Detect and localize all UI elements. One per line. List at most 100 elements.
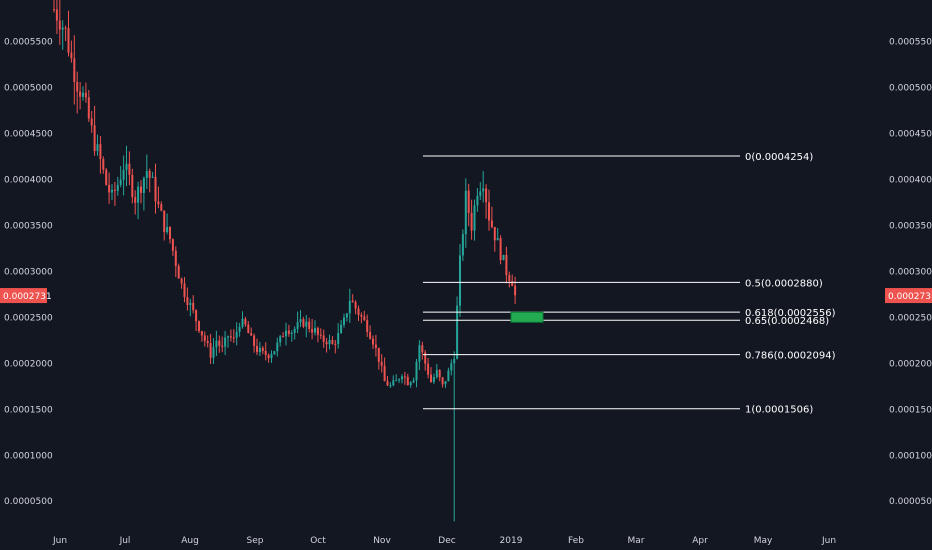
last-price-label: 0.0002731	[888, 292, 932, 302]
candle-body	[276, 342, 279, 352]
candle-body	[398, 379, 401, 381]
candle-body	[267, 354, 270, 359]
candle-body	[322, 335, 325, 342]
candle-body	[328, 340, 331, 345]
candle-body	[505, 255, 508, 276]
candle-body	[279, 336, 282, 343]
candle-body	[421, 345, 424, 353]
candle-body	[134, 197, 137, 203]
candle-body	[488, 202, 490, 221]
y-tick-label: 0.0002000	[4, 359, 53, 369]
candle-body	[380, 361, 383, 366]
candle-body	[64, 27, 67, 29]
candle-body	[502, 255, 505, 261]
candle-body	[53, 9, 55, 11]
candle-body	[122, 169, 125, 180]
y-tick-label: 0.0004000	[889, 175, 932, 185]
candle-body	[151, 176, 154, 178]
y-tick-label: 0.0001000	[4, 451, 53, 461]
candle-body	[227, 336, 229, 338]
candle-body	[395, 380, 398, 382]
x-tick-label: Jun	[52, 536, 67, 546]
candle-body	[215, 340, 218, 348]
candle-body	[166, 227, 169, 233]
candle-body	[345, 313, 348, 318]
candle-body	[212, 347, 215, 358]
right-price-axis[interactable]	[885, 0, 932, 550]
candle-body	[308, 321, 311, 329]
candle-body	[476, 195, 479, 206]
y-tick-label: 0.0001500	[889, 405, 932, 415]
candle-body	[70, 52, 73, 59]
left-price-ticks: 0.0005500 0.0005000 0.0004500 0.0004000 0.00…	[4, 37, 53, 507]
candle-body	[58, 20, 61, 30]
candle-body	[282, 336, 285, 338]
y-tick-label: 0.0004500	[889, 129, 932, 139]
candle-body	[372, 338, 374, 345]
buy-zone-box[interactable]	[510, 311, 544, 323]
candle-body	[287, 330, 290, 334]
candle-body	[206, 340, 209, 344]
y-tick-label: 0.0003500	[889, 221, 932, 231]
candle-body	[198, 321, 200, 332]
candle-body	[435, 370, 438, 378]
y-tick-label: 0.0001500	[4, 405, 53, 415]
candle-body	[174, 250, 177, 266]
candle-body	[348, 300, 351, 314]
candle-body	[128, 163, 131, 175]
candle-body	[285, 330, 287, 337]
candle-body	[195, 310, 198, 322]
candle-body	[160, 204, 163, 211]
candle-body	[229, 336, 232, 338]
candle-body	[412, 380, 415, 383]
candle-body	[316, 327, 319, 335]
candle-body	[467, 190, 470, 213]
candle-body	[366, 320, 369, 333]
candle-body	[319, 334, 322, 336]
candle-body	[360, 314, 363, 317]
candle-body	[273, 351, 276, 355]
candle-body	[464, 190, 467, 235]
candle-body	[55, 9, 58, 21]
candle-body	[270, 354, 273, 359]
candle-body	[84, 92, 87, 98]
candle-body	[238, 326, 241, 332]
candle-body	[180, 278, 183, 284]
y-tick-label: 0.0005000	[4, 83, 53, 93]
candle-body	[305, 321, 308, 327]
candle-body	[514, 285, 517, 296]
candle-body	[357, 308, 360, 315]
time-axis[interactable]	[47, 527, 885, 550]
candle-body	[403, 376, 406, 378]
candle-body	[299, 319, 302, 323]
candle-body	[450, 363, 453, 371]
candle-body	[137, 186, 140, 203]
x-tick-label: 2019	[500, 536, 523, 546]
candle-body	[470, 212, 473, 231]
x-tick-label: Feb	[568, 536, 584, 546]
candle-body	[337, 333, 340, 345]
fib-retracement[interactable]: 0(0.0004254) 0.5(0.0002880) 0.618(0.000255…	[423, 152, 836, 416]
candle-body	[67, 28, 70, 53]
candle-body	[459, 255, 461, 306]
candle-body	[157, 201, 160, 205]
y-tick-label: 0.0002500	[889, 313, 932, 323]
left-price-axis[interactable]	[0, 0, 47, 550]
fib-level-label: 0(0.0004254)	[745, 152, 813, 163]
candle-body	[427, 363, 430, 375]
candle-body	[418, 345, 421, 362]
candle-body	[340, 324, 343, 334]
candle-body	[218, 340, 221, 346]
candle-body	[456, 305, 459, 359]
candle-body	[200, 331, 203, 336]
candle-body	[377, 347, 380, 362]
fib-level-label: 0.5(0.0002880)	[745, 278, 823, 289]
candle-body	[311, 328, 314, 333]
last-price-badge-left	[0, 288, 47, 304]
candle-body	[374, 344, 377, 348]
candle-body	[369, 332, 372, 339]
candle-body	[392, 380, 395, 386]
candle-body	[473, 205, 476, 231]
candle-body	[76, 81, 79, 92]
